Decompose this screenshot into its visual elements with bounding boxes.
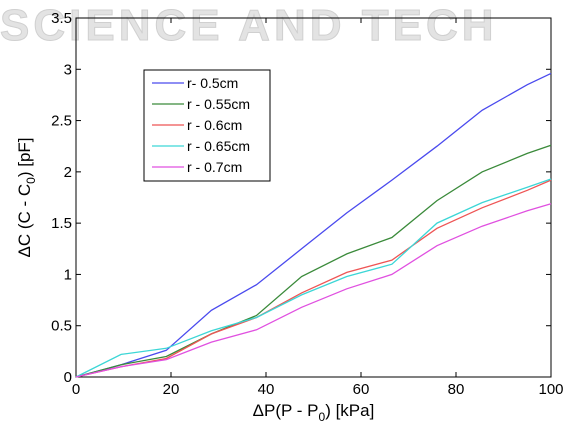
series-line-1 bbox=[75, 72, 552, 378]
x-tick-label: 40 bbox=[258, 381, 275, 398]
x-tick-label: 20 bbox=[163, 381, 180, 398]
y-tick-label: 3.5 bbox=[51, 10, 72, 27]
plot-area: 0 20 40 60 80 100 0 0.5 1 1.5 2 2.5 3 3.5 bbox=[51, 10, 563, 398]
watermark-text: SCIENCE AND TECH bbox=[0, 1, 498, 50]
y-tick-label: 1 bbox=[64, 266, 72, 283]
legend-entry-label: r - 0.65cm bbox=[187, 138, 250, 154]
x-axis-title: ΔP(P - P0) [kPa] bbox=[253, 401, 375, 424]
legend-entry-label: r - 0.6cm bbox=[187, 117, 242, 133]
plot-frame bbox=[75, 17, 552, 378]
y-tick-label: 0 bbox=[64, 369, 72, 386]
series-line-3 bbox=[75, 179, 552, 378]
legend-entry-label: r- 0.5cm bbox=[187, 75, 238, 91]
y-tick-label: 3 bbox=[64, 61, 72, 78]
x-tick-label: 80 bbox=[448, 381, 465, 398]
y-tick-label: 2.5 bbox=[51, 113, 72, 130]
y-axis-title: ΔC (C - C0) [pF] bbox=[15, 137, 38, 257]
series-line-2 bbox=[75, 144, 552, 378]
legend-entry-label: r - 0.55cm bbox=[187, 96, 250, 112]
x-tick-label: 60 bbox=[353, 381, 370, 398]
legend-entry-label: r - 0.7cm bbox=[187, 159, 242, 175]
x-tick-label: 0 bbox=[72, 381, 80, 398]
axis-titles: ΔP(P - P0) [kPa] ΔC (C - C0) [pF] bbox=[15, 137, 374, 424]
y-tick-label: 1.5 bbox=[51, 215, 72, 232]
x-tick-label: 100 bbox=[538, 381, 563, 398]
series-line-4 bbox=[75, 178, 552, 378]
series-line-5 bbox=[75, 203, 552, 378]
y-tick-label: 2 bbox=[64, 164, 72, 181]
legend: r- 0.5cm r - 0.55cm r - 0.6cm r - 0.65cm r -… bbox=[143, 69, 271, 182]
y-tick-label: 0.5 bbox=[51, 318, 72, 335]
